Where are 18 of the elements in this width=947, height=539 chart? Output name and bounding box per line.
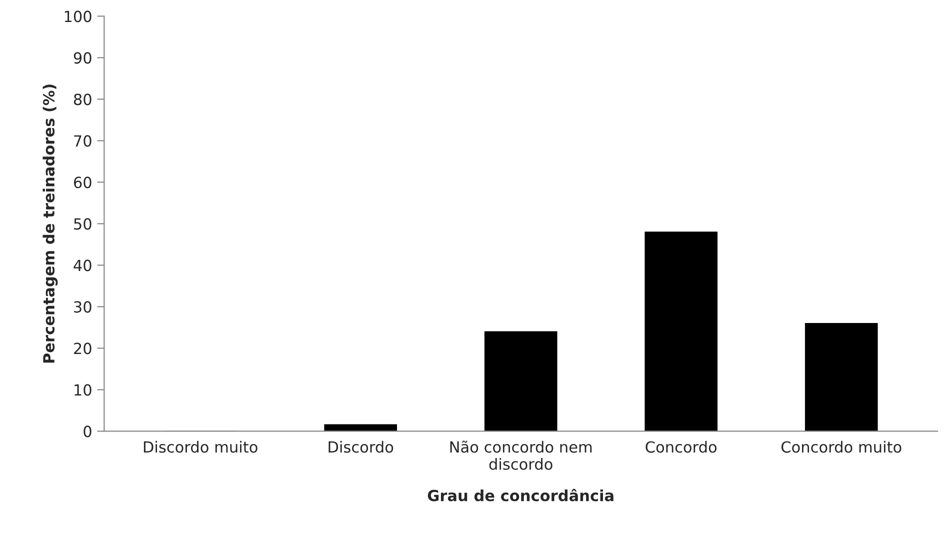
y-tick-label: 50 xyxy=(74,218,92,230)
x-tick-label: Discordo muito xyxy=(144,440,258,453)
y-tick-label: 60 xyxy=(74,176,92,188)
x-axis-title: Grau de concordância xyxy=(428,488,614,502)
x-tick-label: Discordo xyxy=(328,440,394,453)
y-axis-title: Percentagem de treinadores (%) xyxy=(42,84,58,363)
x-tick-label: Concordo xyxy=(646,440,717,453)
y-tick-label: 100 xyxy=(64,10,92,22)
x-tick-label: Não concordo nem discordo xyxy=(450,440,592,470)
y-tick-label: 40 xyxy=(74,260,92,272)
y-tick-label: 10 xyxy=(74,384,92,396)
y-tick-label: 70 xyxy=(74,135,92,147)
y-tick-label: 0 xyxy=(84,426,92,438)
x-tick-label: Concordo muito xyxy=(781,440,902,453)
y-tick-label: 80 xyxy=(74,94,92,106)
y-tick-label: 30 xyxy=(74,301,92,313)
y-tick-label: 90 xyxy=(74,52,92,64)
y-tick-label: 20 xyxy=(74,342,92,354)
